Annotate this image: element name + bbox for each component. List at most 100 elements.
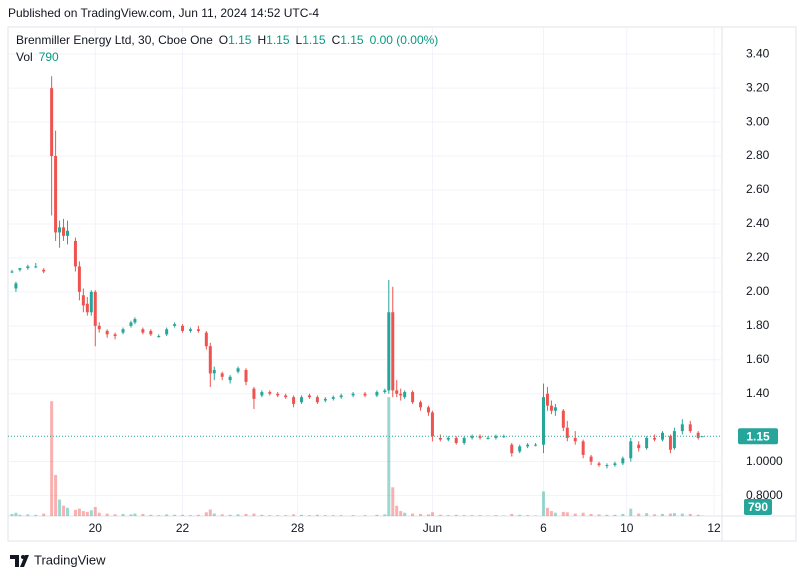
candle-body (447, 438, 450, 440)
volume-bar (300, 515, 303, 516)
volume-bar (324, 515, 327, 516)
volume-bar (173, 515, 176, 516)
candle-body (582, 441, 585, 455)
candle-body (181, 326, 184, 331)
candle-body (221, 373, 224, 376)
candle-body (245, 370, 248, 382)
candle-body (78, 266, 81, 291)
volume-bar (78, 509, 81, 516)
volume-bar (260, 515, 263, 516)
volume-bar (399, 511, 402, 516)
volume-bar (621, 514, 624, 516)
volume-bar (292, 514, 295, 516)
volume-bar (542, 491, 545, 516)
candle-body (431, 412, 434, 436)
candle-body (681, 424, 684, 431)
legend-vol: 790 (39, 50, 59, 64)
candle-body (94, 292, 97, 326)
volume-bar (252, 514, 255, 516)
candle-body (375, 392, 378, 395)
candle-body (189, 329, 192, 331)
candle-body (292, 397, 295, 404)
candle-body (10, 272, 13, 273)
candle-body (689, 424, 692, 431)
candle-body (133, 319, 136, 322)
candle-body (419, 402, 422, 407)
x-tick-label: Jun (423, 521, 442, 535)
x-tick-label: 12 (707, 521, 721, 535)
volume-bar (411, 514, 414, 516)
candle-body (316, 397, 319, 402)
candle-body (479, 436, 482, 438)
volume-bar (26, 514, 29, 516)
candle-body (114, 334, 117, 336)
candle-body (352, 394, 355, 396)
candle-body (673, 431, 676, 448)
y-tick-label: 2.20 (746, 250, 770, 264)
candle-body (26, 266, 29, 268)
volume-bar (332, 515, 335, 516)
candle-body (141, 329, 144, 332)
candle-body (197, 329, 200, 331)
volume-bar (653, 514, 656, 516)
candle-body (399, 394, 402, 396)
y-tick-label: 3.00 (746, 114, 770, 128)
candle-body (34, 266, 37, 267)
volume-bar (605, 515, 608, 516)
volume-bar (205, 512, 208, 516)
volume-bar (352, 515, 355, 516)
candle-body (149, 331, 152, 334)
candle-body (14, 283, 17, 288)
legend-h: H (257, 33, 266, 47)
candle-body (590, 457, 593, 462)
candle-body (18, 268, 21, 270)
volume-bar (375, 515, 378, 516)
candle-body (237, 368, 240, 371)
candle-body (463, 438, 466, 443)
volume-bar (661, 514, 664, 516)
candle-body (534, 445, 537, 446)
volume-bar (221, 514, 224, 516)
candle-body (129, 322, 132, 325)
volume-bar (62, 506, 65, 516)
footer-brand: TradingView (34, 552, 106, 567)
x-tick-label: 6 (540, 521, 547, 535)
candle-body (486, 438, 489, 439)
volume-bar (387, 397, 390, 516)
y-tick-label: 2.80 (746, 148, 770, 162)
volume-bar (276, 515, 279, 516)
candle-body (697, 433, 700, 438)
volume-bar (455, 515, 458, 516)
candle-body (62, 227, 65, 235)
volume-bar (157, 515, 160, 516)
candle-body (542, 397, 545, 445)
y-tick-label: 3.20 (746, 80, 770, 94)
candle-body (554, 407, 557, 410)
candle-body (173, 324, 176, 326)
candle-body (653, 438, 656, 440)
volume-bar (141, 514, 144, 516)
volume-bar (364, 515, 367, 516)
volume-bar (114, 514, 117, 516)
candle-body (106, 331, 109, 334)
candle-body (252, 389, 255, 399)
volume-bar (229, 515, 232, 516)
volume-bar (518, 515, 521, 516)
candle-body (598, 463, 601, 465)
volume-bar (479, 515, 482, 516)
volume-bar (463, 515, 466, 516)
candle-body (66, 231, 69, 236)
volume-bar (681, 514, 684, 516)
volume-bar (419, 514, 422, 516)
volume-bar (42, 514, 45, 516)
y-tick-label: 1.80 (746, 318, 770, 332)
volume-bar (494, 515, 497, 516)
candle-body (411, 392, 414, 402)
volume-bar (391, 487, 394, 516)
volume-bar (316, 515, 319, 516)
candle-body (276, 394, 279, 396)
volume-bar (129, 514, 132, 516)
candle-body (510, 445, 513, 453)
volume-bar (34, 515, 37, 516)
legend-close: 1.15 (340, 33, 364, 47)
